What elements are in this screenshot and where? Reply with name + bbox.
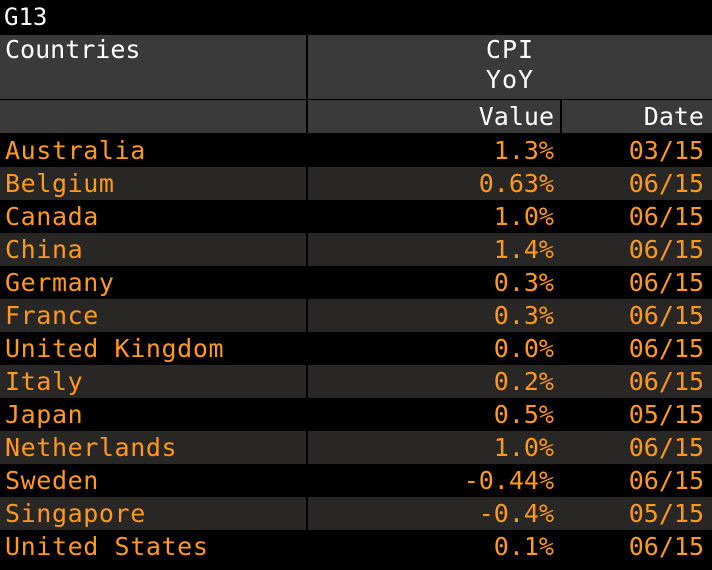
window-title: G13 (0, 0, 712, 34)
date-cell: 06/15 (628, 532, 704, 561)
country-cell: United Kingdom (5, 334, 225, 363)
date-cell: 06/15 (628, 202, 704, 231)
country-cell: Netherlands (5, 433, 178, 462)
country-cell: Belgium (5, 169, 115, 198)
date-cell: 06/15 (628, 367, 704, 396)
value-cell: 0.63% (478, 169, 554, 198)
country-cell: Singapore (5, 499, 146, 528)
table-row[interactable]: China 1.4% 06/15 (0, 233, 712, 266)
country-cell: France (5, 301, 99, 330)
table-row[interactable]: Australia 1.3% 03/15 (0, 134, 712, 167)
column-header-countries[interactable]: Countries (0, 35, 306, 99)
data-table-body: Australia 1.3% 03/15 Belgium 0.63% 06/15… (0, 134, 712, 563)
country-cell: Japan (5, 400, 84, 429)
value-cell: 0.2% (493, 367, 554, 396)
country-cell: United States (5, 532, 209, 561)
value-cell: 0.3% (493, 268, 554, 297)
value-cell: 1.0% (493, 202, 554, 231)
date-cell: 06/15 (628, 334, 704, 363)
column-header-countries-label: Countries (5, 35, 141, 64)
country-cell: Sweden (5, 466, 99, 495)
value-cell: 0.5% (493, 400, 554, 429)
value-cell: 1.4% (493, 235, 554, 264)
table-row[interactable]: Sweden -0.44% 06/15 (0, 464, 712, 497)
date-cell: 06/15 (628, 235, 704, 264)
column-header-value[interactable]: Value (308, 100, 560, 133)
country-cell: Germany (5, 268, 115, 297)
date-cell: 05/15 (628, 400, 704, 429)
table-row[interactable]: Singapore -0.4% 05/15 (0, 497, 712, 530)
table-row[interactable]: United States 0.1% 06/15 (0, 530, 712, 563)
date-cell: 06/15 (628, 268, 704, 297)
column-divider (306, 134, 308, 570)
column-group-label-line2: YoY (485, 65, 535, 94)
table-row[interactable]: Belgium 0.63% 06/15 (0, 167, 712, 200)
table-row[interactable]: Italy 0.2% 06/15 (0, 365, 712, 398)
value-cell: 1.3% (493, 136, 554, 165)
value-cell: 1.0% (493, 433, 554, 462)
date-cell: 06/15 (628, 301, 704, 330)
value-cell: 0.0% (493, 334, 554, 363)
value-cell: -0.4% (478, 499, 554, 528)
value-cell: 0.1% (493, 532, 554, 561)
value-cell: -0.44% (463, 466, 554, 495)
country-cell: Australia (5, 136, 146, 165)
date-cell: 06/15 (628, 433, 704, 462)
table-row[interactable]: France 0.3% 06/15 (0, 299, 712, 332)
column-header-date[interactable]: Date (562, 100, 712, 133)
date-cell: 05/15 (628, 499, 704, 528)
table-row[interactable]: Germany 0.3% 06/15 (0, 266, 712, 299)
country-cell: China (5, 235, 84, 264)
table-row[interactable]: United Kingdom 0.0% 06/15 (0, 332, 712, 365)
country-cell: Italy (5, 367, 84, 396)
table-row[interactable]: Canada 1.0% 06/15 (0, 200, 712, 233)
column-group-label-line1: CPI (485, 35, 535, 64)
column-group-header-cpi-yoy[interactable]: CPI YoY (308, 35, 712, 99)
column-header-countries-subrow (0, 100, 306, 133)
date-cell: 03/15 (628, 136, 704, 165)
value-cell: 0.3% (493, 301, 554, 330)
table-row[interactable]: Netherlands 1.0% 06/15 (0, 431, 712, 464)
date-cell: 06/15 (628, 466, 704, 495)
country-cell: Canada (5, 202, 99, 231)
date-cell: 06/15 (628, 169, 704, 198)
table-row[interactable]: Japan 0.5% 05/15 (0, 398, 712, 431)
